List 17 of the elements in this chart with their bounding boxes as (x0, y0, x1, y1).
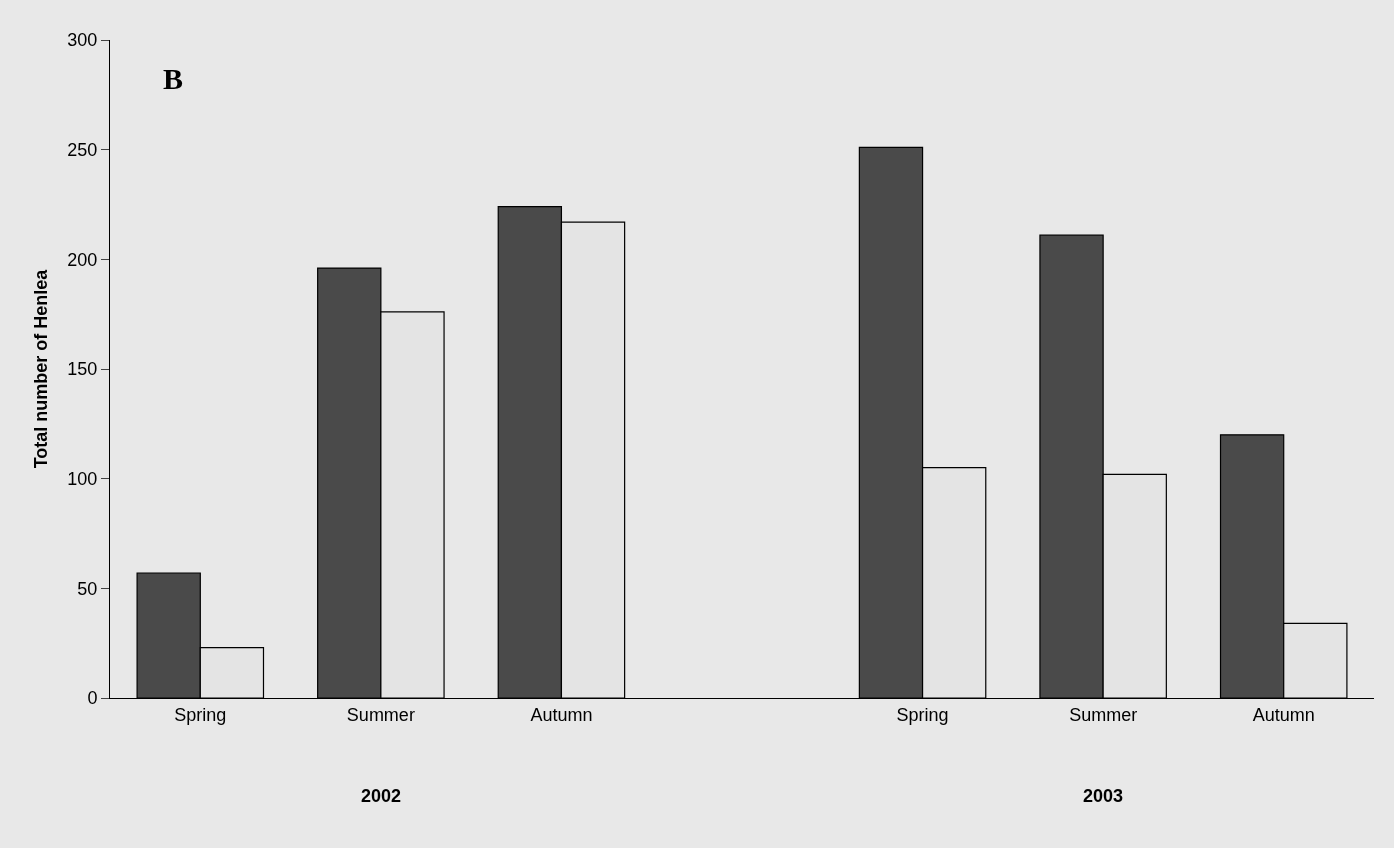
y-tick-label: 100 (67, 468, 98, 489)
x-tick-label: Summer (346, 704, 415, 725)
y-tick-label: 0 (87, 688, 98, 709)
x-tick-label: Spring (896, 704, 949, 725)
y-axis-title: Total number of Henlea (30, 268, 51, 469)
annotation: B (163, 62, 184, 95)
text: 2002 (361, 786, 402, 806)
x-tick-label: Spring (174, 704, 227, 725)
y-tick-label: 200 (67, 249, 98, 270)
x-tick-label: Autumn (1252, 704, 1315, 725)
y-tick-label: 150 (67, 359, 98, 380)
y-tick-label: 50 (77, 578, 98, 599)
x-tick-label: Autumn (530, 704, 593, 725)
y-tick-label: 250 (67, 139, 98, 160)
x-tick-label: Summer (1069, 704, 1138, 725)
y-tick-label: 300 (67, 30, 98, 51)
text: 2003 (1083, 786, 1124, 806)
